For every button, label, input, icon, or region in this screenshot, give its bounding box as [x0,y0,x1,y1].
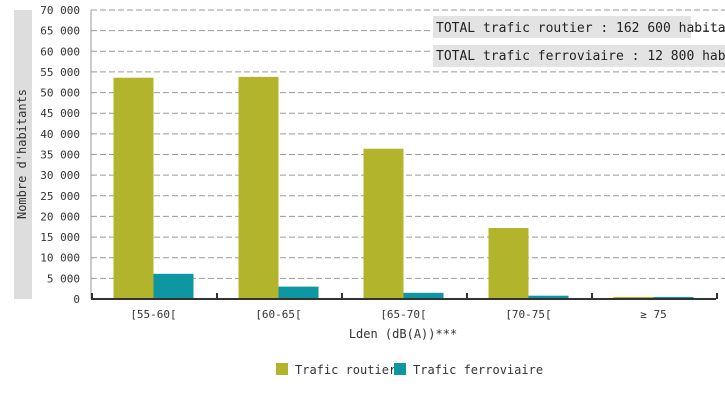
annotation-ferroviaire-box [433,45,725,67]
y-tick-labels: 0 5 000 10 000 15 000 20 000 25 000 30 000 35 0… [40,4,80,306]
y-tick-label: 20 000 [40,210,80,223]
y-tick-label: 45 000 [40,107,80,120]
legend-label-routier: Trafic routier [295,363,396,377]
x-tick-label: [65-70[ [380,308,426,321]
y-tick-label: 70 000 [40,4,80,17]
bar-ferroviaire [153,273,194,299]
y-tick-label: 5 000 [47,272,80,285]
bar-ferroviaire [653,296,694,299]
legend-label-ferroviaire: Trafic ferroviaire [413,363,543,377]
y-axis-title: Nombre d'habitants [15,89,29,219]
legend-swatch-ferroviaire [394,363,406,375]
x-tick-label: ≥ 75 [640,308,667,321]
y-tick-label: 55 000 [40,66,80,79]
x-tick-marks [91,293,718,299]
legend-swatch-routier [276,363,288,375]
bar-routier [488,227,529,299]
bar-routier [613,296,654,299]
y-tick-label: 15 000 [40,231,80,244]
y-tick-label: 25 000 [40,190,80,203]
bar-routier [113,77,154,299]
annotation-routier-text: TOTAL trafic routier : 162 600 habitants [436,21,725,36]
bar-routier [363,148,404,299]
bar-ferroviaire [528,295,569,299]
y-tick-label: 50 000 [40,87,80,100]
x-tick-label: [70-75[ [505,308,551,321]
bar-routier [238,76,279,299]
x-axis-title: Lden (dB(A))*** [349,327,457,341]
x-tick-label: [60-65[ [255,308,301,321]
legend: Trafic routier Trafic ferroviaire [276,363,543,377]
x-tick-labels: [55-60[ [60-65[ [65-70[ [70-75[ ≥ 75 [130,308,666,321]
y-tick-label: 30 000 [40,169,80,182]
annotation-routier: TOTAL trafic routier : 162 600 habitants [433,16,725,38]
y-tick-label: 60 000 [40,45,80,58]
x-tick-label: [55-60[ [130,308,176,321]
annotation-routier-box [433,16,691,38]
grid-lines [91,9,725,279]
annotation-ferroviaire: TOTAL trafic ferroviaire : 12 800 habita… [433,45,725,67]
y-tick-label: 10 000 [40,252,80,265]
y-tick-label: 40 000 [40,128,80,141]
bar-ferroviaire [403,292,444,299]
annotation-ferroviaire-text: TOTAL trafic ferroviaire : 12 800 habita… [436,49,725,64]
y-axis-title-band [14,10,32,299]
y-tick-label: 35 000 [40,149,80,162]
bars [113,76,694,299]
y-tick-label: 65 000 [40,25,80,38]
bar-ferroviaire [278,286,319,299]
y-tick-label: 0 [73,293,80,306]
